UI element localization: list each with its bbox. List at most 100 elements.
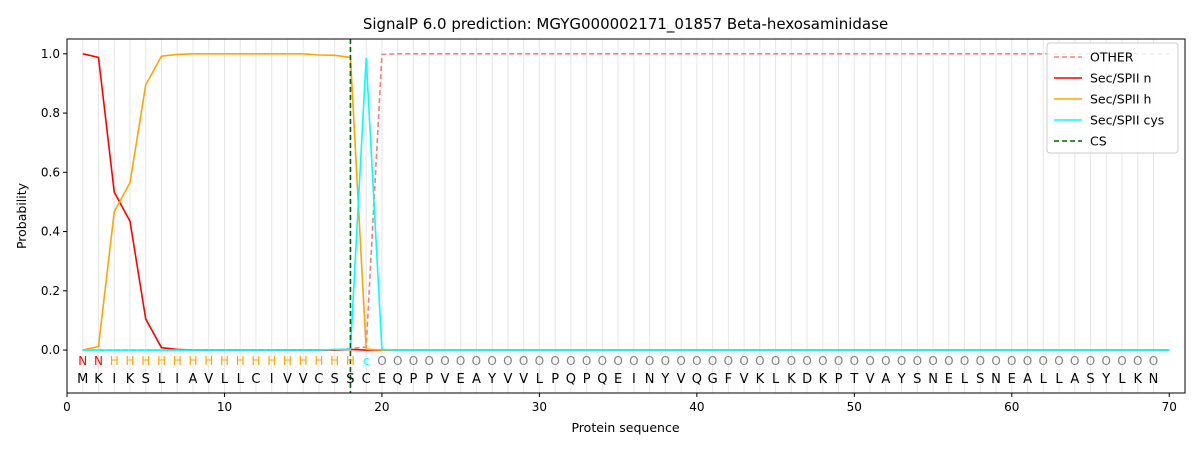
sequence-letter: K — [126, 372, 135, 387]
sequence-letter: V — [866, 372, 875, 387]
annotation-letter: O — [802, 354, 811, 368]
plot-frame — [66, 38, 1186, 394]
annotation-letter: N — [78, 354, 87, 368]
annotation-letter: O — [456, 354, 465, 368]
sequence-letter: V — [440, 372, 449, 387]
annotation-letter: H — [204, 354, 213, 368]
sequence-letter: S — [976, 372, 984, 387]
annotation-letter: O — [393, 354, 402, 368]
annotation-letter: O — [1117, 354, 1126, 368]
sequence-letter: P — [425, 372, 433, 387]
annotation-letter: O — [1102, 354, 1111, 368]
legend-entry: OTHER — [1090, 50, 1134, 65]
annotation-letter: O — [1039, 354, 1048, 368]
sequence-letter: E — [1008, 372, 1016, 387]
annotation-letter: O — [629, 354, 638, 368]
x-tick-label: 20 — [374, 400, 389, 414]
series-line-sec-spii-cys — [82, 57, 1170, 351]
sequence-letter: Q — [566, 372, 576, 387]
annotation-letter: O — [440, 354, 449, 368]
sequence-letter: E — [614, 372, 622, 387]
annotation-letter: O — [1054, 354, 1063, 368]
annotation-letter: H — [110, 354, 119, 368]
annotation-letter: O — [991, 354, 1000, 368]
sequence-letter: E — [945, 372, 953, 387]
sequence-letter: Q — [597, 372, 607, 387]
annotation-letter: O — [913, 354, 922, 368]
annotation-letter: O — [881, 354, 890, 368]
sequence-letter: E — [378, 372, 386, 387]
x-tick-label: 40 — [689, 400, 704, 414]
x-tick-label: 70 — [1162, 400, 1177, 414]
annotation-letter: O — [834, 354, 843, 368]
sequence-letter: S — [1086, 372, 1094, 387]
x-tick-label: 50 — [847, 400, 862, 414]
sequence-letter: V — [299, 372, 308, 387]
sequence-letter: T — [849, 372, 858, 387]
series-line-other — [82, 53, 1170, 351]
sequence-letter: Y — [897, 372, 906, 387]
sequence-letter: D — [802, 372, 812, 387]
annotation-letter: O — [850, 354, 859, 368]
annotation-letter: O — [897, 354, 906, 368]
x-tick-label: 30 — [532, 400, 547, 414]
sequence-letter: V — [519, 372, 528, 387]
annotation-letter: O — [377, 354, 386, 368]
series-lines — [82, 39, 1170, 393]
sequence-letter: P — [551, 372, 559, 387]
annotation-letter: H — [173, 354, 182, 368]
sequence-letter: L — [1055, 372, 1063, 387]
sequence-letter: Y — [660, 372, 669, 387]
sequence-annotation: NMNKHIHKHSHLHIHAHVHLHLHCHIHVHVHCHSHScCOE… — [77, 354, 1158, 387]
annotation-letter: O — [1023, 354, 1032, 368]
sequence-letter: L — [1040, 372, 1048, 387]
x-tick-label: 10 — [217, 400, 232, 414]
y-tick-label: 0.8 — [41, 106, 60, 120]
sequence-letter: S — [331, 372, 339, 387]
sequence-letter: N — [928, 372, 938, 387]
annotation-letter: O — [550, 354, 559, 368]
annotation-letter: O — [1070, 354, 1079, 368]
sequence-letter: I — [175, 372, 179, 387]
annotation-letter: O — [976, 354, 985, 368]
annotation-letter: H — [330, 354, 339, 368]
annotation-letter: O — [1149, 354, 1158, 368]
legend-box — [1046, 42, 1179, 154]
sequence-letter: S — [142, 372, 150, 387]
y-tick-label: 0.0 — [41, 343, 60, 357]
annotation-letter: H — [346, 354, 355, 368]
x-tick-label: 0 — [63, 400, 71, 414]
legend-entry: Sec/SPII n — [1090, 71, 1151, 86]
sequence-letter: L — [158, 372, 166, 387]
sequence-letter: K — [819, 372, 828, 387]
annotation-letter: O — [771, 354, 780, 368]
annotation-letter: H — [299, 354, 308, 368]
annotation-letter: O — [409, 354, 418, 368]
annotation-letter: O — [724, 354, 733, 368]
sequence-letter: C — [362, 372, 371, 387]
annotation-letter: O — [566, 354, 575, 368]
sequence-letter: L — [221, 372, 229, 387]
annotation-letter: O — [818, 354, 827, 368]
sequence-letter: K — [1133, 372, 1142, 387]
annotation-letter: O — [1007, 354, 1016, 368]
sequence-letter: Y — [487, 372, 496, 387]
sequence-letter: A — [881, 372, 890, 387]
annotation-letter: O — [1133, 354, 1142, 368]
sequence-letter: M — [77, 372, 88, 387]
sequence-letter: N — [645, 372, 655, 387]
sequence-letter: C — [314, 372, 323, 387]
sequence-letter: V — [204, 372, 213, 387]
sequence-letter: K — [94, 372, 103, 387]
sequence-letter: P — [410, 372, 418, 387]
annotation-letter: O — [755, 354, 764, 368]
sequence-letter: V — [677, 372, 686, 387]
annotation-letter: O — [424, 354, 433, 368]
annotation-letter: O — [739, 354, 748, 368]
annotation-letter: O — [503, 354, 512, 368]
y-axis-label: Probability — [14, 182, 29, 249]
sequence-letter: S — [913, 372, 921, 387]
annotation-letter: H — [267, 354, 276, 368]
annotation-letter: O — [535, 354, 544, 368]
